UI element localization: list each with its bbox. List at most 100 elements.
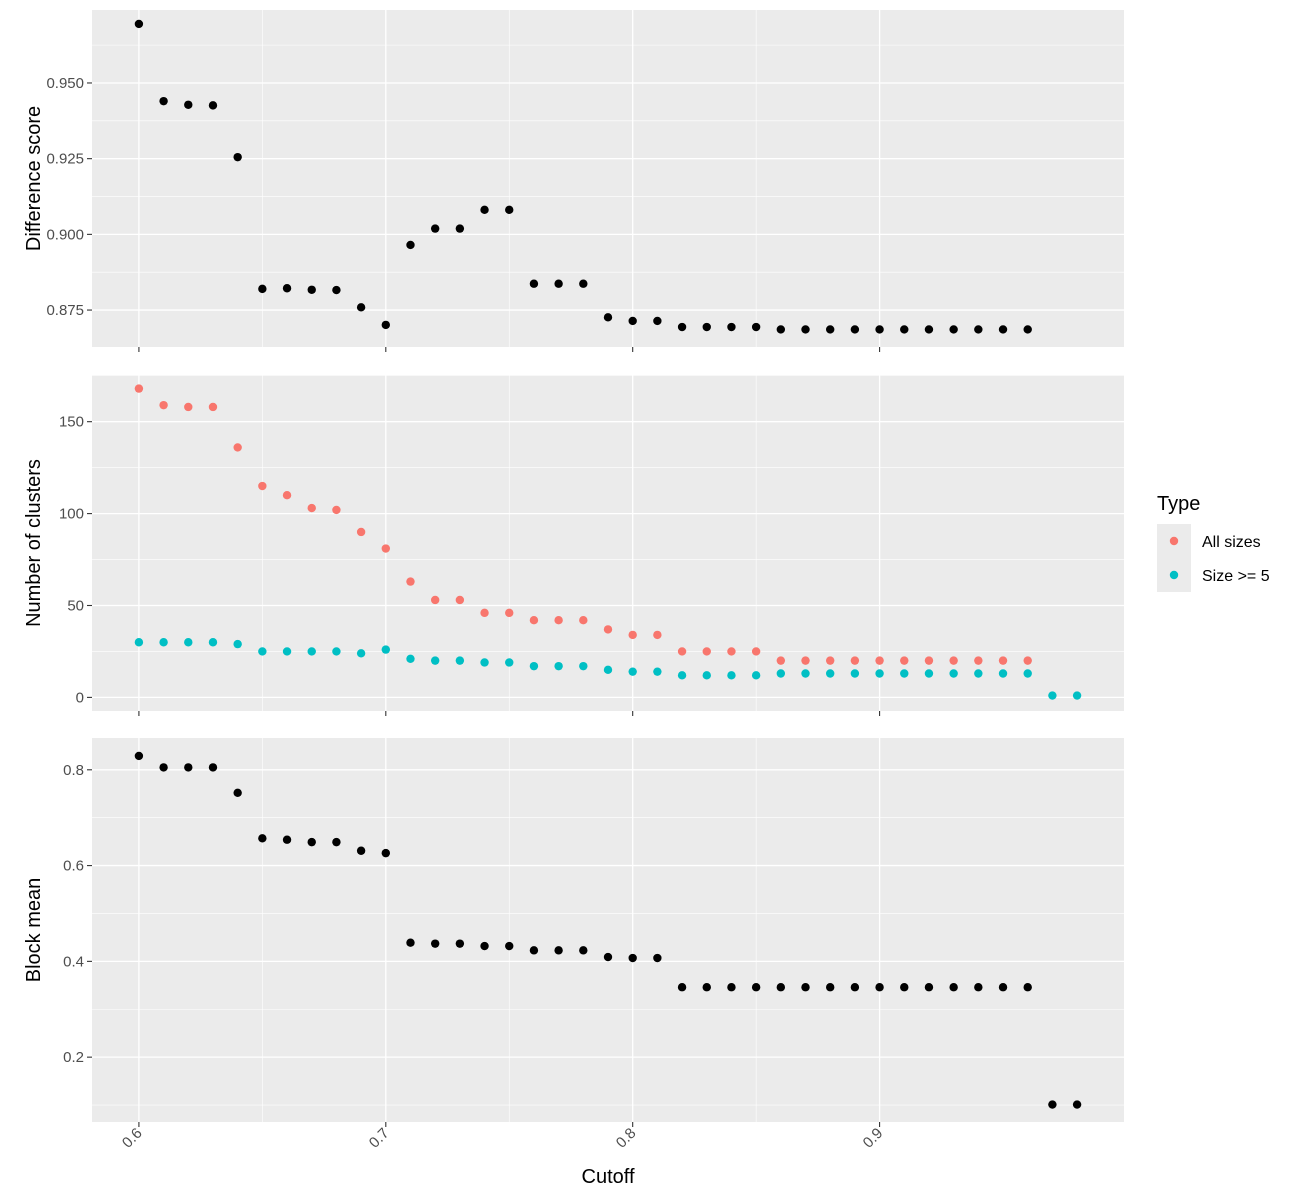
data-point	[480, 608, 489, 618]
data-point	[776, 325, 786, 334]
data-point	[751, 322, 761, 332]
data-point	[702, 322, 711, 332]
legend-label-size-ge-5: Size >= 5	[1202, 568, 1270, 585]
data-point	[184, 402, 193, 412]
data-point	[949, 325, 958, 334]
y-tick-label: 0	[76, 689, 84, 706]
data-point	[628, 316, 637, 326]
x-tick-labels: 0.6 0.7 0.8 0.9	[119, 1125, 886, 1152]
data-point	[406, 240, 415, 250]
data-point	[1023, 669, 1032, 678]
data-point	[134, 751, 144, 761]
data-point	[233, 152, 242, 162]
data-point	[653, 316, 662, 326]
data-point	[974, 325, 983, 334]
data-point	[801, 669, 810, 678]
legend: Type All sizes Size >= 5	[1157, 493, 1270, 592]
data-point	[1023, 983, 1032, 992]
y-axis-title: Block mean	[23, 878, 45, 983]
y-tick-label: 0.950	[46, 75, 84, 92]
data-point	[480, 941, 489, 951]
data-point	[875, 669, 884, 678]
data-point	[307, 837, 316, 847]
x-tick-label: 0.9	[860, 1125, 887, 1152]
data-point	[233, 443, 242, 452]
data-point	[579, 946, 588, 955]
legend-label-all-sizes: All sizes	[1202, 534, 1261, 551]
data-point	[850, 669, 860, 678]
data-point	[455, 595, 465, 605]
y-tick-label: 0.925	[46, 151, 84, 168]
data-point	[776, 656, 786, 665]
data-point	[949, 669, 958, 678]
data-point	[1072, 1100, 1082, 1109]
data-point	[603, 313, 613, 322]
data-point	[258, 481, 267, 491]
data-point	[850, 983, 860, 992]
data-point	[900, 325, 909, 334]
data-point	[554, 661, 563, 671]
data-point	[430, 656, 440, 665]
data-point	[554, 615, 563, 625]
data-point	[406, 577, 415, 586]
data-point	[1048, 691, 1057, 700]
data-point	[875, 656, 884, 665]
x-axis-title: Cutoff	[582, 1166, 635, 1188]
series-number-of-clusters-0	[134, 384, 1032, 665]
data-point	[406, 938, 415, 947]
y-axis-title: Difference score	[23, 106, 45, 251]
data-point	[430, 595, 440, 605]
data-point	[900, 656, 909, 665]
data-point	[924, 669, 934, 678]
data-point	[505, 658, 514, 667]
data-point	[826, 983, 835, 992]
data-point	[430, 224, 440, 233]
data-point	[258, 834, 267, 843]
y-tick-label: 0.875	[46, 302, 84, 319]
data-point	[579, 661, 588, 671]
data-point	[529, 279, 539, 288]
data-point	[702, 671, 711, 680]
panel-background	[92, 10, 1124, 347]
data-point	[184, 100, 193, 109]
data-point	[998, 669, 1008, 678]
data-point	[727, 671, 736, 680]
data-point	[505, 205, 514, 215]
data-point	[751, 983, 761, 992]
data-point	[1023, 325, 1032, 334]
data-point	[159, 96, 168, 106]
data-point	[875, 983, 884, 992]
y-tick-label: 0.4	[63, 953, 84, 970]
data-point	[159, 763, 168, 772]
data-point	[554, 946, 563, 955]
data-point	[505, 941, 514, 951]
data-point	[529, 661, 539, 671]
data-point	[751, 647, 761, 656]
data-point	[1023, 656, 1032, 665]
data-point	[505, 608, 514, 618]
data-point	[430, 939, 440, 948]
data-point	[381, 645, 390, 654]
data-point	[307, 285, 316, 294]
y-tick-label: 0.2	[63, 1049, 84, 1066]
x-tick-label: 0.8	[613, 1125, 640, 1152]
x-tick-label: 0.7	[366, 1125, 393, 1152]
data-point	[356, 527, 366, 537]
data-point	[628, 630, 637, 640]
data-point	[850, 325, 860, 334]
data-point	[579, 615, 588, 625]
data-point	[603, 665, 613, 675]
data-point	[159, 400, 168, 410]
y-tick-label: 100	[59, 506, 84, 523]
data-point	[924, 656, 934, 665]
data-point	[801, 656, 810, 665]
data-point	[480, 205, 489, 215]
data-point	[258, 284, 267, 294]
data-point	[332, 285, 341, 295]
data-point	[282, 647, 292, 656]
data-point	[282, 835, 292, 844]
legend-title: Type	[1157, 493, 1200, 515]
data-point	[653, 630, 662, 640]
data-point	[381, 320, 390, 330]
